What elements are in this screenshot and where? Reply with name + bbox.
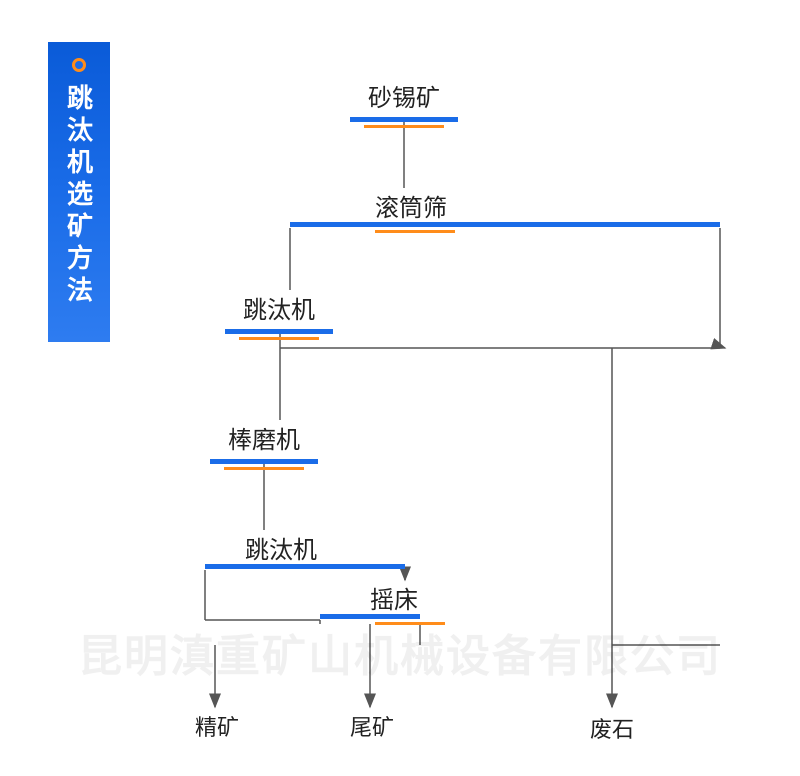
node-label: 跳汰机: [225, 290, 333, 325]
underline-blue: [210, 459, 318, 464]
underline-orange: [364, 125, 444, 128]
underline-blue: [225, 329, 333, 334]
underline-orange: [375, 230, 455, 233]
node-label: 滚筒筛: [375, 188, 447, 223]
node-n5: 跳汰机: [205, 530, 405, 570]
underline-orange: [375, 622, 445, 625]
node-n2: 滚筒筛: [290, 188, 720, 228]
node-label: 棒磨机: [210, 420, 318, 455]
output-o1: 精矿: [195, 710, 239, 742]
node-n1: 砂锡矿: [350, 78, 458, 128]
node-n4: 棒磨机: [210, 420, 318, 470]
output-o2: 尾矿: [350, 710, 394, 742]
underline-blue: [350, 117, 458, 122]
underline-blue: [290, 222, 720, 227]
node-label: 跳汰机: [245, 530, 317, 565]
output-o3: 废石: [590, 712, 634, 744]
underline-orange: [224, 467, 304, 470]
underline-orange: [239, 337, 319, 340]
node-label: 砂锡矿: [350, 78, 458, 113]
node-n6: 摇床: [320, 580, 420, 620]
node-n3: 跳汰机: [225, 290, 333, 340]
node-label: 摇床: [370, 580, 418, 615]
